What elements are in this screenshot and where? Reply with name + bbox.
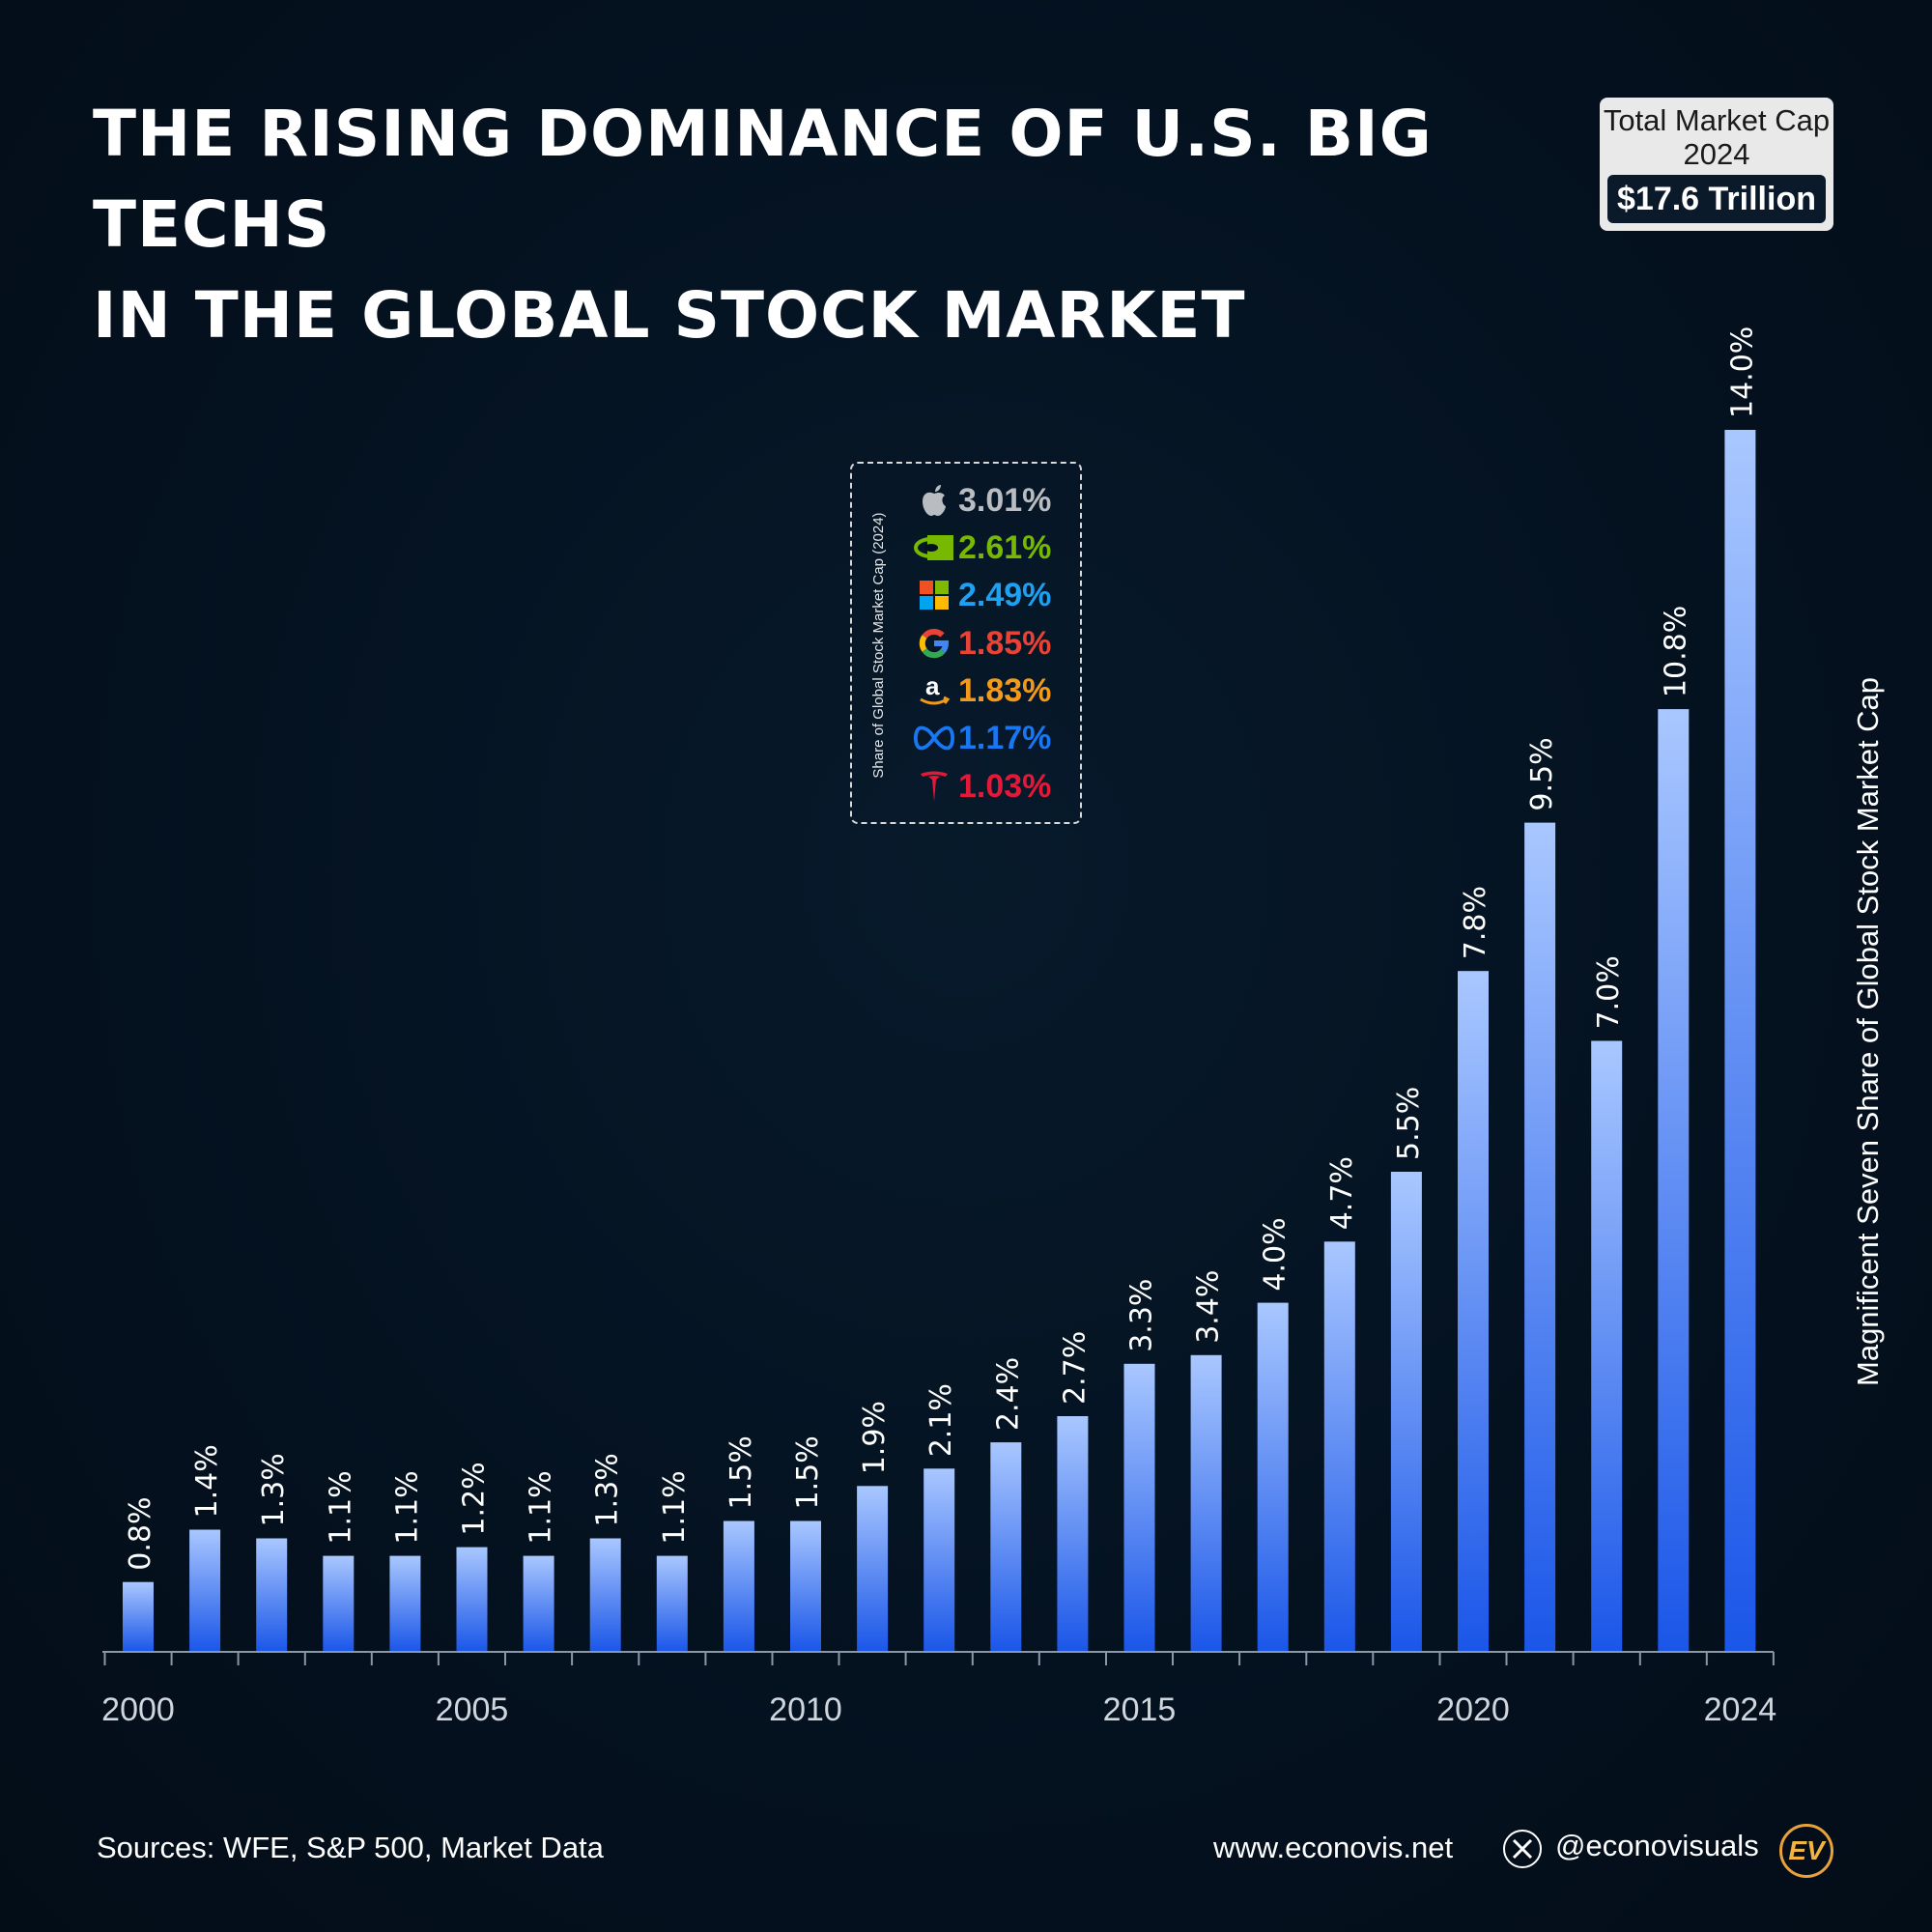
legend-row-meta: 1.17%: [914, 717, 1051, 759]
bar-2023: [1658, 709, 1690, 1652]
bar-value-label-2014: 2.7%: [1058, 1331, 1092, 1405]
bar-value-label-2019: 5.5%: [1392, 1087, 1426, 1160]
legend-row-tesla: 1.03%: [914, 765, 1051, 808]
svg-text:a: a: [925, 673, 940, 700]
total-market-cap-box: Total Market Cap 2024 $17.6 Trillion: [1600, 98, 1833, 231]
bar-value-label-2021: 9.5%: [1525, 737, 1559, 810]
legend-row-apple: 3.01%: [914, 479, 1051, 522]
bar-value-label-2013: 2.4%: [991, 1357, 1025, 1431]
bar-value-label-2016: 3.4%: [1192, 1270, 1226, 1344]
microsoft-icon: [914, 576, 954, 614]
legend-value-apple: 3.01%: [958, 481, 1052, 519]
bar-2005: [456, 1547, 488, 1652]
bar-2016: [1190, 1354, 1222, 1652]
bar-value-label-2003: 1.1%: [324, 1470, 357, 1544]
x-ticks-group: [103, 1652, 1775, 1665]
bar-value-label-2008: 1.1%: [658, 1470, 692, 1544]
market-cap-value: $17.6 Trillion: [1607, 175, 1826, 223]
legend-value-google: 1.85%: [958, 624, 1052, 662]
bar-2002: [256, 1538, 288, 1652]
bar-value-label-2011: 1.9%: [858, 1401, 892, 1474]
bar-value-label-2012: 2.1%: [924, 1383, 958, 1457]
x-tick-label-2024: 2024: [1704, 1691, 1777, 1728]
bar-2014: [1057, 1416, 1089, 1652]
bar-2017: [1257, 1302, 1289, 1652]
legend-caption: Share of Global Stock Market Cap (2024): [870, 512, 887, 779]
bar-value-label-2010: 1.5%: [791, 1435, 825, 1509]
bar-2018: [1323, 1241, 1355, 1652]
meta-icon: [914, 719, 954, 757]
title-line-1: THE RISING DOMINANCE OF U.S. BIG TECHS: [93, 97, 1433, 262]
bar-2001: [189, 1529, 221, 1652]
bar-2021: [1524, 822, 1556, 1652]
bar-value-label-2023: 10.8%: [1659, 606, 1692, 697]
legend-value-amazon: 1.83%: [958, 671, 1052, 709]
bar-2009: [723, 1520, 754, 1652]
bar-value-label-2007: 1.3%: [591, 1453, 625, 1526]
bar-2010: [790, 1520, 821, 1652]
bar-value-label-2015: 3.3%: [1125, 1279, 1159, 1352]
google-icon: [914, 624, 954, 663]
legend-row-amazon: a 1.83%: [914, 669, 1051, 712]
bar-2008: [656, 1555, 688, 1652]
apple-icon: [914, 481, 954, 520]
x-twitter-icon: [1503, 1830, 1542, 1868]
econovis-logo: EV: [1779, 1824, 1833, 1878]
market-cap-year: 2024: [1683, 137, 1750, 171]
legend-value-tesla: 1.03%: [958, 767, 1052, 805]
legend-value-microsoft: 2.49%: [958, 576, 1052, 613]
bar-value-label-2020: 7.8%: [1459, 886, 1492, 959]
bar-value-label-2005: 1.2%: [458, 1462, 492, 1535]
bar-value-label-2006: 1.1%: [525, 1470, 558, 1544]
bar-2012: [923, 1468, 955, 1653]
bars-group: [123, 430, 1756, 1653]
company-share-legend: Share of Global Stock Market Cap (2024) …: [850, 462, 1082, 824]
title-line-2: IN THE GLOBAL STOCK MARKET: [93, 278, 1246, 353]
bar-2015: [1123, 1363, 1155, 1652]
bar-2006: [523, 1555, 554, 1652]
market-cap-label: Total Market Cap: [1603, 103, 1831, 137]
bar-2004: [389, 1555, 421, 1652]
bar-2020: [1458, 971, 1489, 1652]
bar-2022: [1591, 1040, 1623, 1652]
legend-row-microsoft: 2.49%: [914, 574, 1051, 616]
bar-value-label-2018: 4.7%: [1325, 1156, 1359, 1230]
social-handle[interactable]: @econovisuals: [1555, 1829, 1759, 1862]
legend-value-meta: 1.17%: [958, 719, 1052, 756]
bar-2011: [857, 1486, 889, 1652]
amazon-icon: a: [914, 671, 954, 710]
bar-2013: [990, 1442, 1022, 1652]
bar-2024: [1724, 430, 1756, 1652]
bar-value-label-2001: 1.4%: [190, 1444, 224, 1518]
x-tick-label-2015: 2015: [1103, 1691, 1177, 1728]
legend-row-nvidia: 2.61%: [914, 526, 1051, 569]
bar-value-label-2017: 4.0%: [1259, 1217, 1293, 1291]
bar-value-label-2002: 1.3%: [257, 1453, 291, 1526]
bar-2007: [589, 1538, 621, 1652]
legend-value-nvidia: 2.61%: [958, 528, 1052, 566]
legend-row-google: 1.85%: [914, 622, 1051, 665]
bar-labels-group: 0.8% 1.4% 1.3% 1.1% 1.1% 1.2% 1.1% 1.3% 1.1% 1.5%…: [124, 327, 1759, 1571]
bar-value-label-2004: 1.1%: [390, 1470, 424, 1544]
tesla-icon: [914, 767, 954, 806]
bar-2003: [323, 1555, 355, 1652]
bar-2019: [1390, 1172, 1422, 1652]
x-tick-label-2010: 2010: [769, 1691, 842, 1728]
bar-value-label-2024: 14.0%: [1725, 327, 1759, 418]
page-title: THE RISING DOMINANCE OF U.S. BIG TECHS I…: [93, 89, 1542, 361]
x-tick-label-2020: 2020: [1436, 1691, 1510, 1728]
bar-value-label-2000: 0.8%: [124, 1496, 157, 1570]
sources-note: Sources: WFE, S&P 500, Market Data: [97, 1831, 604, 1864]
nvidia-icon: [914, 528, 954, 567]
y-axis-title: Magnificent Seven Share of Global Stock …: [1851, 676, 1885, 1386]
x-tick-label-2005: 2005: [436, 1691, 509, 1728]
website-link[interactable]: www.econovis.net: [1213, 1831, 1454, 1864]
x-tick-labels-group: 2000 2005 2010 2015 2020 2024: [101, 1691, 1776, 1728]
bar-2000: [123, 1581, 154, 1652]
bar-value-label-2009: 1.5%: [724, 1435, 758, 1509]
x-tick-label-2000: 2000: [101, 1691, 175, 1728]
bar-value-label-2022: 7.0%: [1592, 955, 1626, 1029]
